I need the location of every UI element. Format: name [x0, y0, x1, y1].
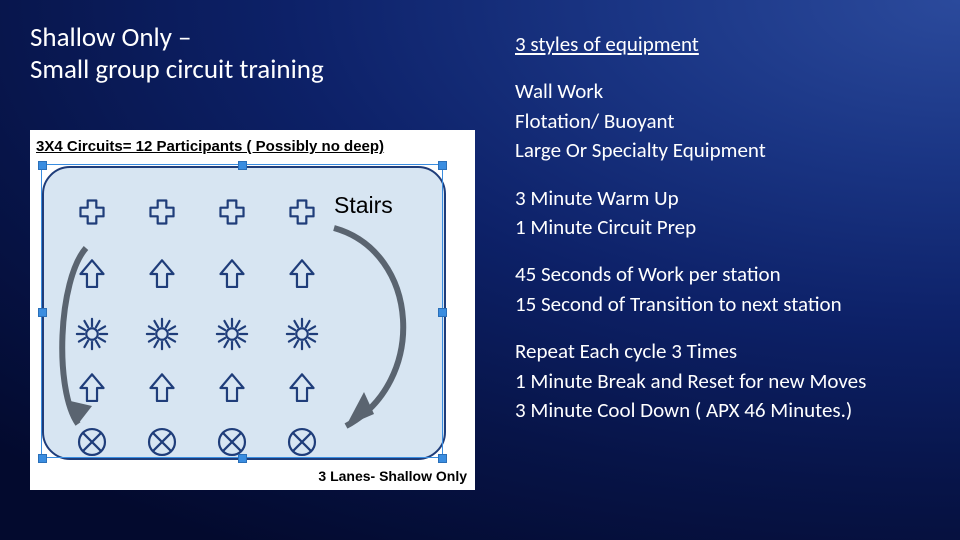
- arrow_up-icon: [214, 370, 250, 406]
- arrow_up-icon: [284, 256, 320, 292]
- block-work: 45 Seconds of Work per station 15 Second…: [515, 260, 945, 319]
- text-line: Large Or Specialty Equipment: [515, 136, 945, 165]
- sun-icon: [284, 316, 320, 352]
- text-panel: 3 styles of equipment Wall Work Flotatio…: [515, 30, 945, 443]
- diagram-panel: 3X4 Circuits= 12 Participants ( Possibly…: [30, 130, 475, 490]
- arrow_up-icon: [144, 370, 180, 406]
- selection-handle[interactable]: [238, 161, 247, 170]
- equipment-header: 3 styles of equipment: [515, 30, 945, 59]
- title-line1: Shallow Only –: [30, 21, 192, 54]
- cross-icon: [214, 194, 250, 230]
- selection-handle[interactable]: [38, 308, 47, 317]
- text-line: 45 Seconds of Work per station: [515, 260, 945, 289]
- sun-icon: [214, 316, 250, 352]
- block-equipment: Wall Work Flotation/ Buoyant Large Or Sp…: [515, 77, 945, 165]
- title-line2: Small group circuit training: [30, 53, 324, 86]
- slide-title: Shallow Only – Small group circuit train…: [30, 22, 324, 87]
- text-line: Wall Work: [515, 77, 945, 106]
- block-warmup: 3 Minute Warm Up 1 Minute Circuit Prep: [515, 184, 945, 243]
- cross-icon: [144, 194, 180, 230]
- cross-icon: [284, 194, 320, 230]
- arrow_up-icon: [144, 256, 180, 292]
- stairs-label: Stairs: [334, 192, 393, 219]
- circle_x-icon: [144, 424, 180, 460]
- selection-handle[interactable]: [438, 161, 447, 170]
- diagram-top-caption: 3X4 Circuits= 12 Participants ( Possibly…: [36, 138, 384, 155]
- sun-icon: [144, 316, 180, 352]
- selection-handle[interactable]: [238, 454, 247, 463]
- text-line: 3 Minute Warm Up: [515, 184, 945, 213]
- selection-handle[interactable]: [438, 308, 447, 317]
- selection-handle[interactable]: [38, 161, 47, 170]
- arrow_up-icon: [284, 370, 320, 406]
- selection-handle[interactable]: [38, 454, 47, 463]
- cross-icon: [74, 194, 110, 230]
- selection-handle[interactable]: [438, 454, 447, 463]
- text-line: 1 Minute Break and Reset for new Moves: [515, 367, 945, 396]
- text-line: 3 Minute Cool Down ( APX 46 Minutes.): [515, 396, 945, 425]
- block-repeat: Repeat Each cycle 3 Times 1 Minute Break…: [515, 337, 945, 425]
- text-line: Flotation/ Buoyant: [515, 107, 945, 136]
- text-line: 1 Minute Circuit Prep: [515, 213, 945, 242]
- diagram-bottom-caption: 3 Lanes- Shallow Only: [318, 468, 467, 484]
- arrow_up-icon: [214, 256, 250, 292]
- text-line: 15 Second of Transition to next station: [515, 290, 945, 319]
- rotation-arrow-right-icon: [320, 222, 430, 442]
- text-line: Repeat Each cycle 3 Times: [515, 337, 945, 366]
- rotation-arrow-left-icon: [48, 240, 98, 440]
- circle_x-icon: [284, 424, 320, 460]
